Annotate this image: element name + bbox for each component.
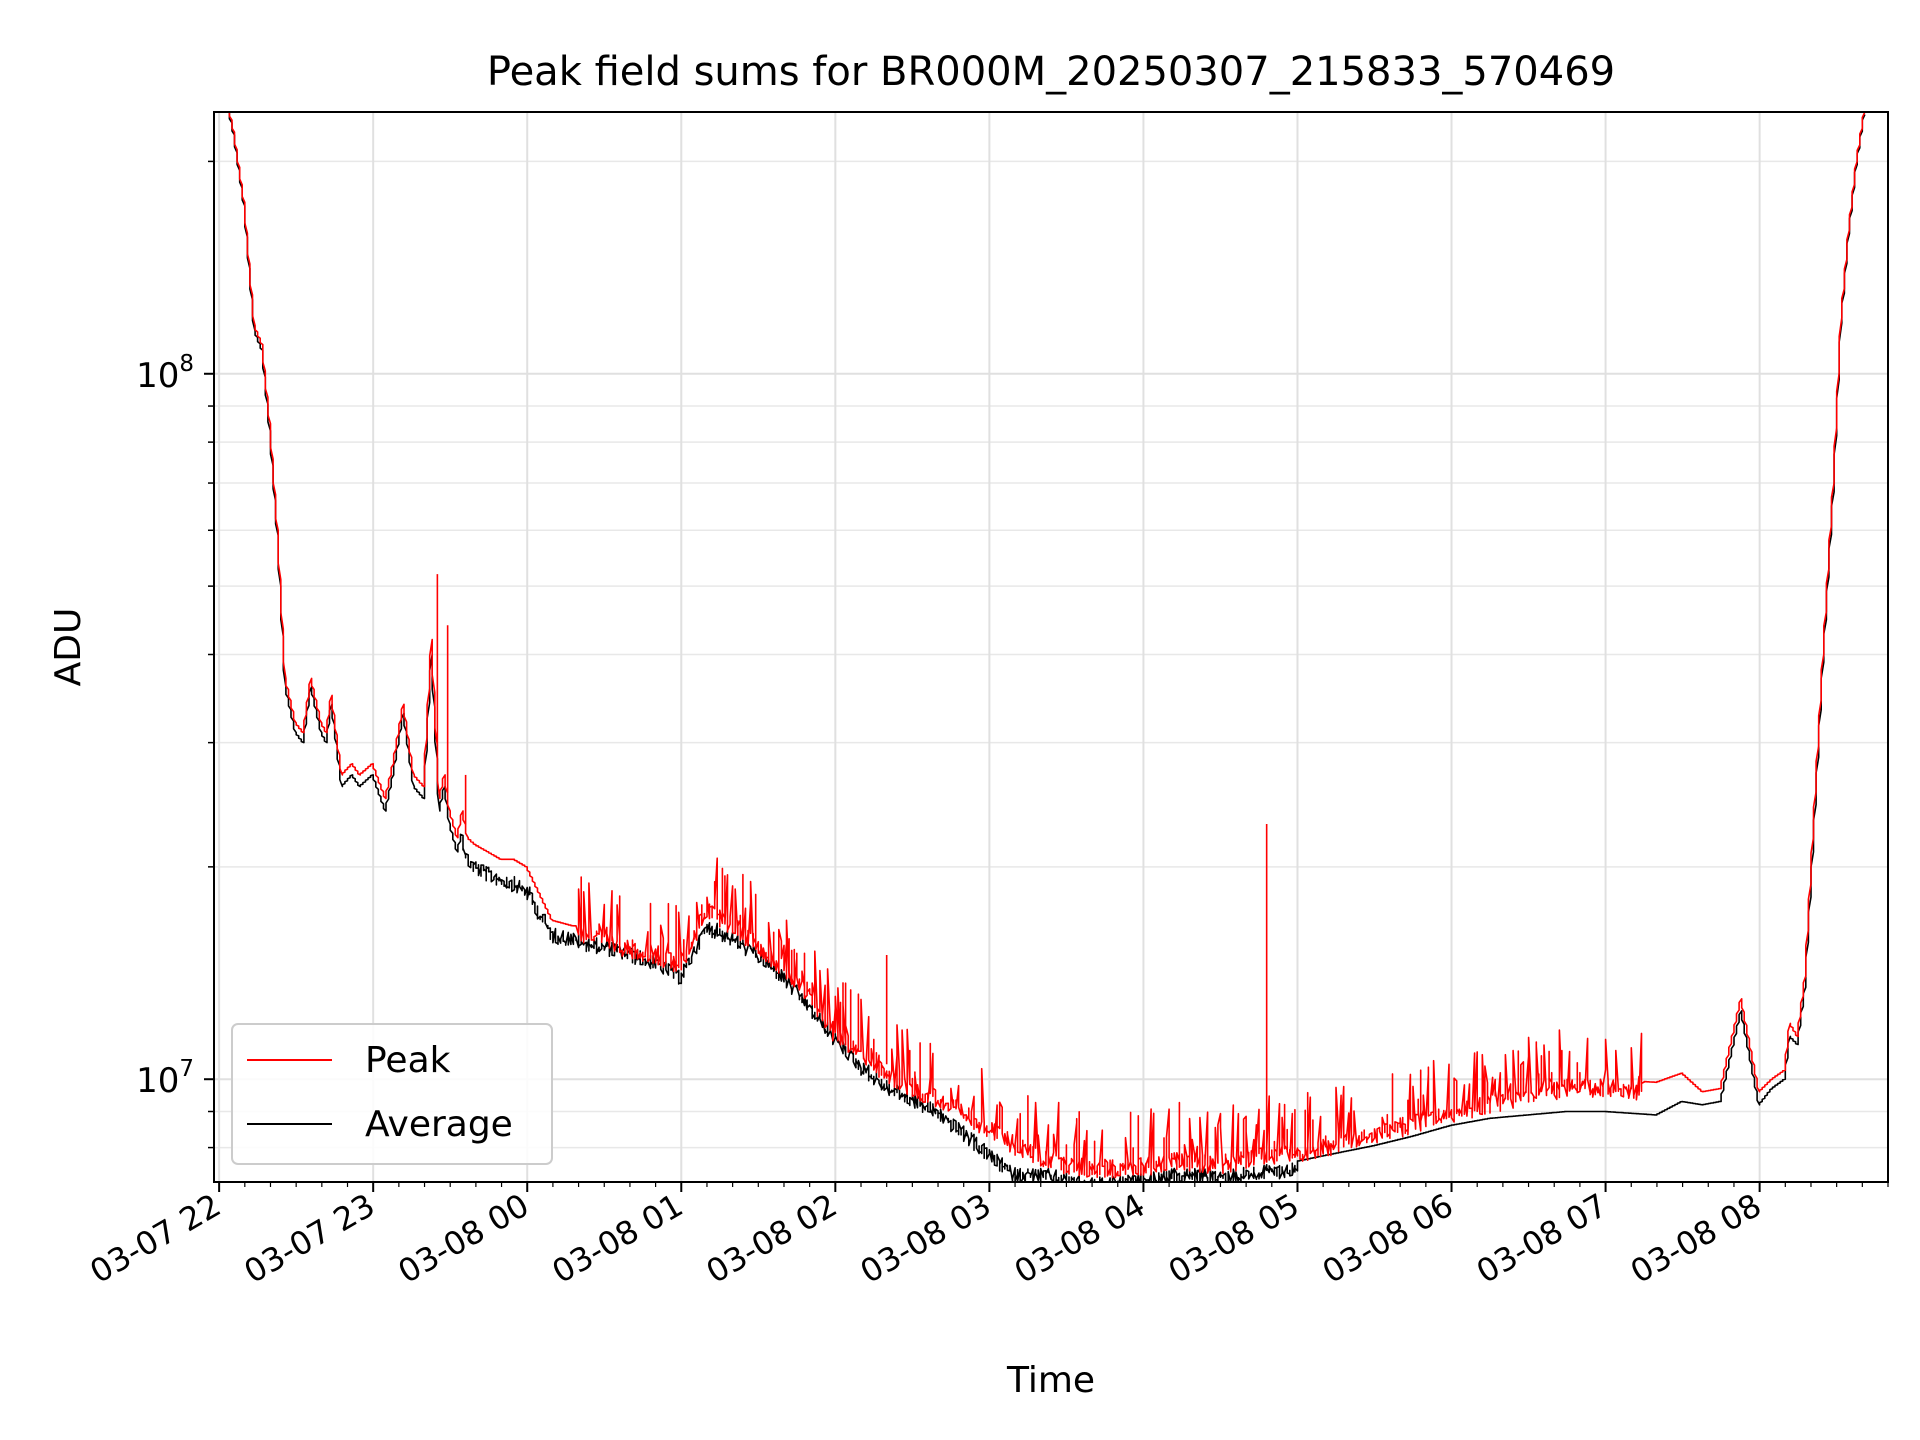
y-tick-label: 107 [136, 1056, 194, 1101]
plot-frame [213, 111, 1889, 1183]
grid [214, 112, 1888, 1182]
y-axis-label: ADU [48, 608, 89, 687]
legend-label-peak: Peak [365, 1040, 451, 1081]
y-tick-label: 108 [136, 351, 194, 396]
series-layer [228, 112, 1866, 1182]
legend-label-average: Average [365, 1104, 513, 1145]
series-line-average [228, 112, 1866, 1182]
x-axis-label: Time [1006, 1360, 1095, 1401]
legend: Peak Average [231, 1023, 553, 1165]
series-line-peak [228, 112, 1866, 1179]
chart-title: Peak field sums for BR000M_20250307_2158… [487, 49, 1615, 95]
